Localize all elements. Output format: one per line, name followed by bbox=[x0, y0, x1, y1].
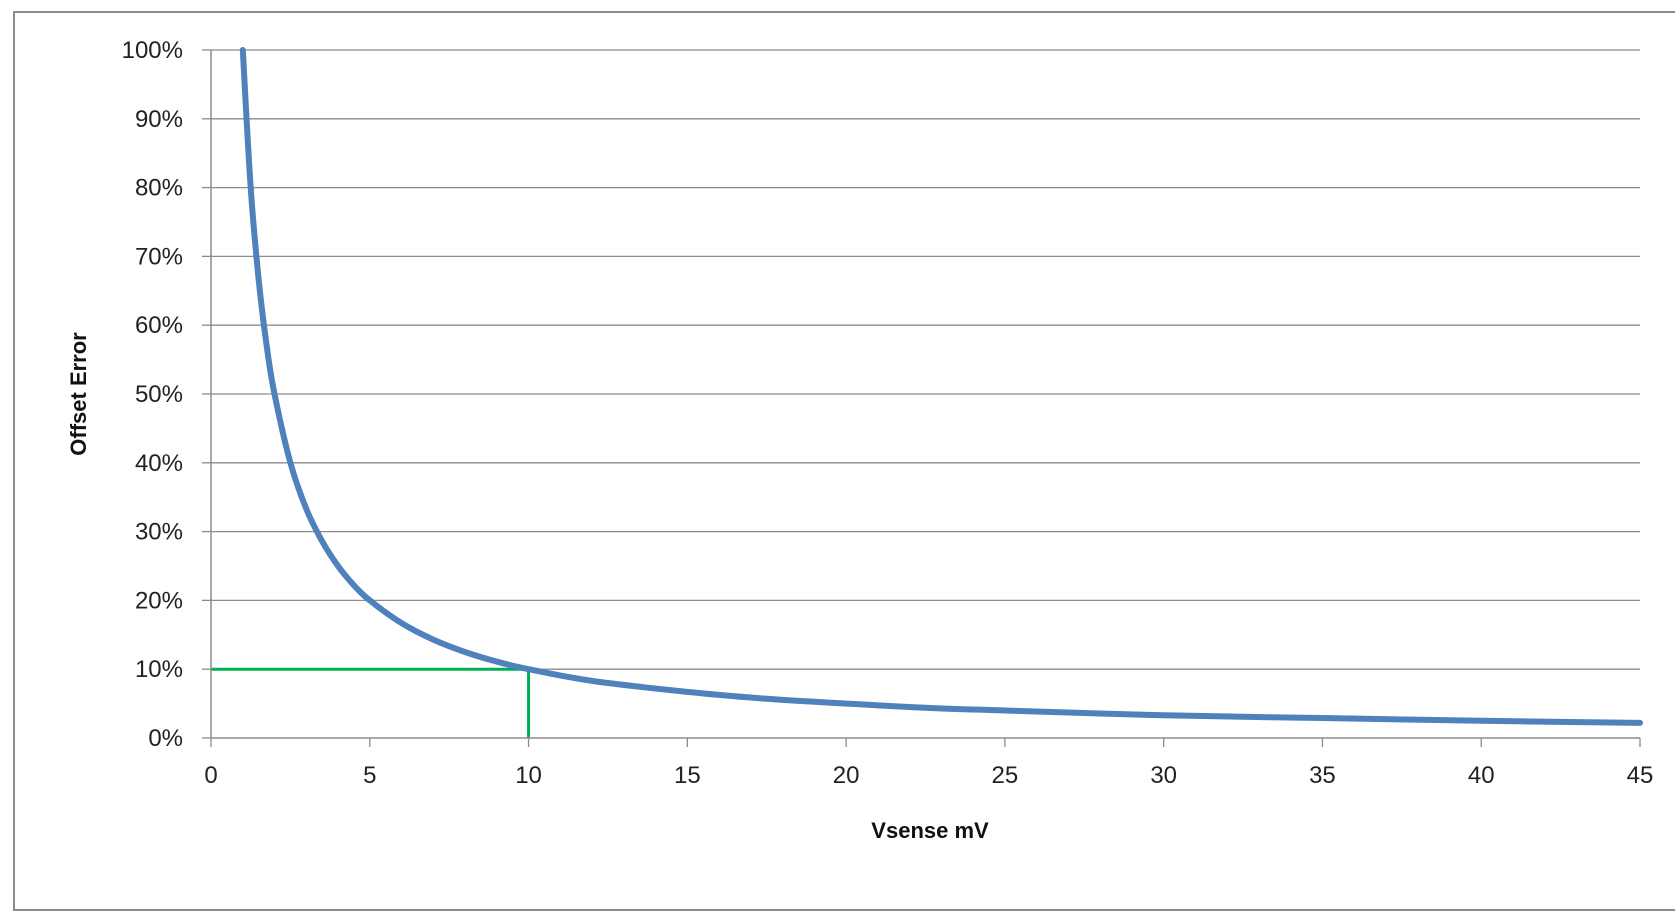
series-line bbox=[239, 47, 1643, 726]
x-tick-label: 15 bbox=[674, 762, 701, 789]
gridlines bbox=[211, 49, 1640, 670]
offset-error-chart: 0% 10% 20% 30% 40% 50% 60% 70% 80% 90% 100% 0 5 10 15… bbox=[66, 37, 1653, 843]
y-tick-label: 30% bbox=[135, 519, 183, 546]
x-tick-label: 25 bbox=[992, 762, 1019, 789]
x-tick-labels: 0 5 10 15 20 25 30 35 40 45 bbox=[204, 762, 1653, 789]
y-tick-label: 10% bbox=[135, 656, 183, 683]
x-tick-label: 40 bbox=[1468, 762, 1495, 789]
x-tick-label: 10 bbox=[515, 762, 542, 789]
y-tick-label: 50% bbox=[135, 381, 183, 408]
x-tick-label: 45 bbox=[1627, 762, 1654, 789]
y-tick-label: 80% bbox=[135, 175, 183, 202]
y-tick-label: 0% bbox=[148, 725, 183, 752]
y-tick-label: 90% bbox=[135, 106, 183, 133]
y-axis-title: Offset Error bbox=[66, 332, 91, 456]
x-tick-label: 5 bbox=[363, 762, 376, 789]
y-tick-label: 40% bbox=[135, 450, 183, 477]
y-tick-label: 60% bbox=[135, 312, 183, 339]
x-tick-label: 35 bbox=[1309, 762, 1336, 789]
series-group bbox=[239, 47, 1643, 726]
marker-lines bbox=[211, 667, 531, 738]
x-tick-label: 20 bbox=[833, 762, 860, 789]
axes bbox=[202, 49, 1641, 747]
y-tick-label: 70% bbox=[135, 243, 183, 270]
y-tick-label: 100% bbox=[122, 37, 183, 64]
x-tick-label: 0 bbox=[204, 762, 217, 789]
x-axis-title: Vsense mV bbox=[871, 818, 989, 843]
y-tick-label: 20% bbox=[135, 587, 183, 614]
x-tick-label: 30 bbox=[1150, 762, 1177, 789]
y-tick-labels: 0% 10% 20% 30% 40% 50% 60% 70% 80% 90% 100% bbox=[122, 37, 183, 752]
